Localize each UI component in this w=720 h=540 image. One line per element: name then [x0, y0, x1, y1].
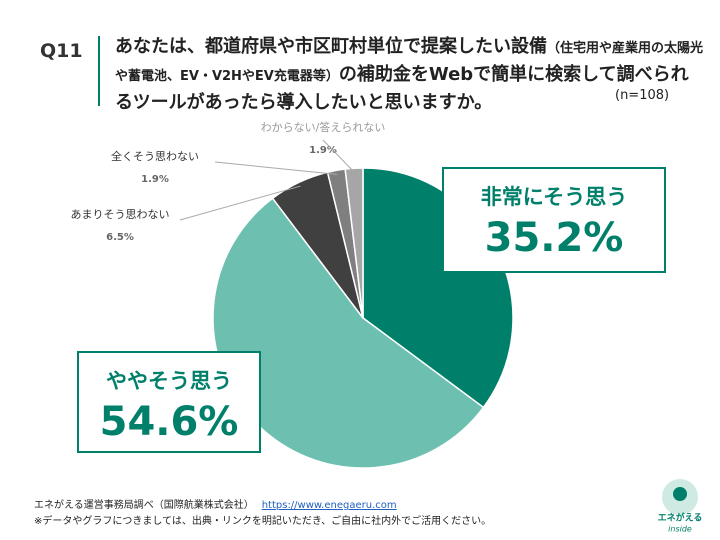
divider: [98, 36, 100, 106]
category-label: 非常にそう思う: [481, 185, 628, 209]
source: エネがえる運営事務局調べ（国際航業株式会社）: [34, 500, 254, 511]
logo-sub: inside: [668, 525, 692, 534]
sample-size: (n=108): [615, 88, 670, 103]
callout-box: [77, 351, 261, 453]
value-label: 35.2%: [485, 215, 624, 261]
category-label: あまりそう思わない: [71, 208, 170, 221]
category-label: ややそう思う: [106, 369, 232, 393]
leader-line: [179, 185, 301, 221]
pie-slice: [344, 167, 364, 319]
footer: エネがえる運営事務局調べ（国際航業株式会社） https://www.enegae…: [34, 498, 491, 530]
value-label: 1.9%: [141, 174, 169, 185]
value-label: 54.6%: [100, 399, 239, 445]
logo: エネがえる: [658, 512, 703, 524]
leader-line: [322, 139, 355, 173]
title-part: の補助金をWebで簡単に検索して調べられるツールがあったら導入したいと思いますか…: [115, 64, 689, 113]
callout-box: [442, 167, 666, 273]
value-label: 6.5%: [106, 232, 134, 243]
leader-line: [214, 161, 338, 175]
category-label: わからない/答えられない: [261, 120, 386, 134]
logo-icon: [673, 487, 687, 501]
title: あなたは、都道府県や市区町村単位で提案したい設備（住宅用や産業用の太陽光や蓄電池…: [115, 34, 705, 116]
category-label: 全くそう思わない: [111, 149, 199, 163]
note: ※データやグラフにつきましては、出典・リンクを明記いただき、ご自由に社内外でご活…: [34, 516, 492, 527]
title-part: あなたは、都道府県や市区町村単位で提案したい設備: [115, 36, 547, 57]
url[interactable]: https://www.enegaeru.com: [261, 500, 397, 511]
value-label: 1.9%: [309, 145, 337, 156]
title-part: （住宅用や産業用の太陽光や蓄電池、EV・V2HやEV充電器等）: [115, 41, 704, 84]
question-number: Q11: [40, 40, 83, 62]
